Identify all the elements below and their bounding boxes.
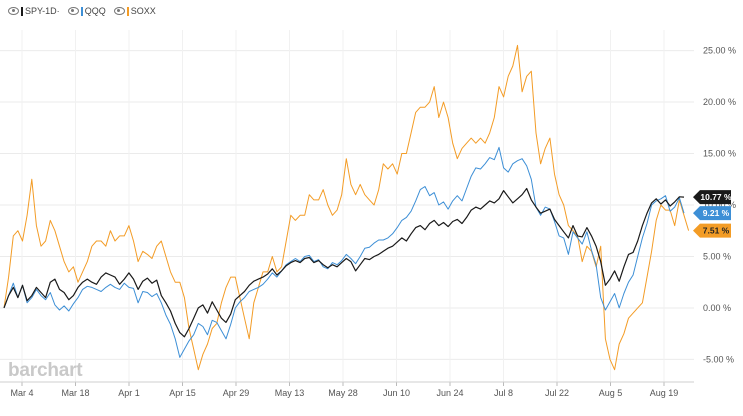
- y-axis-ticks: 25.00 % 20.00 % 15.00 % 10.00 % 5.00 % 0.00 %…: [703, 46, 736, 365]
- last-value-badge: 10.77 %: [693, 190, 732, 205]
- series-line-soxx: [3, 44, 690, 371]
- badge-shape: [693, 190, 731, 205]
- y-tick-label: -5.00 %: [703, 354, 734, 364]
- badge-shape: [693, 206, 731, 221]
- x-tick-label: Jul 8: [494, 388, 513, 398]
- y-tick-label: 15.00 %: [703, 149, 736, 159]
- x-tick-label: Aug 5: [599, 388, 623, 398]
- badge-label: 10.77 %: [700, 192, 732, 202]
- badge-label: 9.21 %: [703, 208, 730, 218]
- legend-swatch: [21, 6, 23, 16]
- eye-icon[interactable]: [113, 7, 125, 15]
- legend-label: SOXX: [130, 6, 156, 16]
- x-tick-label: Apr 1: [118, 388, 140, 398]
- badge-label: 7.51 %: [703, 226, 730, 236]
- legend: SPY-1D· QQQ SOXX: [8, 6, 156, 16]
- y-tick-label: 0.00 %: [703, 303, 731, 313]
- x-tick-label: Jul 22: [545, 388, 569, 398]
- y-tick-label: 20.00 %: [703, 97, 736, 107]
- x-tick-label: May 13: [275, 388, 305, 398]
- x-tick-label: Jun 10: [383, 388, 410, 398]
- grid-lines: [0, 30, 694, 382]
- x-tick-label: Jun 24: [436, 388, 463, 398]
- x-tick-label: Apr 29: [223, 388, 250, 398]
- x-tick-label: May 28: [328, 388, 358, 398]
- series-lines: [3, 44, 690, 371]
- y-tick-label: 5.00 %: [703, 251, 731, 261]
- legend-item-qqq[interactable]: QQQ: [67, 6, 106, 16]
- legend-label: SPY-1D·: [25, 6, 60, 16]
- watermark-logo: barchart: [8, 360, 83, 381]
- legend-swatch: [80, 6, 83, 16]
- legend-label: QQQ: [84, 6, 106, 16]
- x-tick-label: Mar 18: [61, 388, 89, 398]
- y-tick-label: 10.00 %: [703, 200, 736, 210]
- badge-shape: [693, 223, 731, 238]
- series-line-spyd: [3, 187, 685, 338]
- x-tick-label: Mar 4: [10, 388, 33, 398]
- series-line-qqq: [3, 146, 685, 358]
- legend-swatch: [126, 6, 129, 16]
- x-tick-label: Aug 19: [650, 388, 679, 398]
- last-value-badges: 10.77 % 9.21 % 7.51 %: [693, 190, 732, 238]
- eye-icon[interactable]: [67, 7, 79, 15]
- legend-item-spy[interactable]: SPY-1D·: [8, 6, 60, 16]
- last-value-badge: 7.51 %: [693, 223, 731, 238]
- x-axis-ticks: Mar 4 Mar 18 Apr 1 Apr 15 Apr 29 May 13 May 28…: [10, 382, 678, 398]
- eye-icon[interactable]: [8, 7, 19, 15]
- legend-item-soxx[interactable]: SOXX: [113, 6, 156, 16]
- last-value-badge: 9.21 %: [693, 206, 731, 221]
- x-tick-label: Apr 15: [169, 388, 196, 398]
- y-tick-label: 25.00 %: [703, 46, 736, 56]
